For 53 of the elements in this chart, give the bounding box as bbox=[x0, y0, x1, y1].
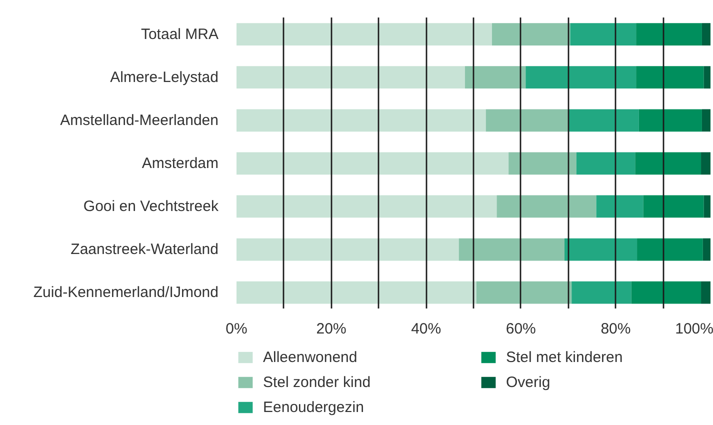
bar bbox=[236, 152, 509, 175]
bar bbox=[570, 23, 636, 46]
x-tick-label: 40% bbox=[411, 320, 442, 338]
legend-label: Alleenwonend bbox=[263, 348, 358, 367]
x-tick-label: 60% bbox=[506, 320, 536, 338]
bar bbox=[638, 109, 702, 132]
bar bbox=[464, 66, 526, 89]
bar bbox=[236, 195, 497, 218]
bar bbox=[236, 23, 492, 46]
y-tick-label: Amsterdam bbox=[142, 154, 219, 172]
bar bbox=[476, 281, 572, 304]
bar bbox=[702, 109, 710, 132]
bar bbox=[486, 109, 568, 132]
bar bbox=[596, 195, 644, 218]
bar bbox=[496, 195, 596, 218]
bar bbox=[704, 66, 710, 89]
bar bbox=[643, 195, 704, 218]
y-tick-label: Almere-Lelystad bbox=[110, 68, 219, 86]
x-tick-label: 80% bbox=[600, 320, 631, 338]
bar bbox=[492, 23, 570, 46]
bar bbox=[236, 281, 476, 304]
bar bbox=[701, 281, 710, 304]
legend-label: Eenoudergezin bbox=[263, 398, 364, 417]
bar bbox=[702, 238, 710, 261]
y-tick-label: Totaal MRA bbox=[140, 26, 219, 43]
y-tick-label: Gooi en Vechtstreek bbox=[83, 198, 219, 215]
bar bbox=[572, 281, 632, 304]
y-tick-label: Amstelland-Meerlanden bbox=[60, 112, 219, 129]
x-tick-label: 20% bbox=[316, 320, 346, 338]
x-tick-label: 0% bbox=[226, 320, 248, 338]
bar bbox=[702, 23, 710, 46]
bar bbox=[236, 238, 459, 261]
legend-label: Stel met kinderen bbox=[506, 348, 623, 367]
x-tick-label: 100% bbox=[675, 320, 713, 338]
legend-label: Stel zonder kind bbox=[263, 372, 371, 392]
bar bbox=[568, 109, 639, 132]
bar bbox=[637, 238, 703, 261]
bar bbox=[236, 109, 486, 132]
bar bbox=[631, 281, 702, 304]
y-tick-label: Zuid-Kennemerland/IJmond bbox=[33, 284, 219, 302]
y-tick-label: Zaanstreek-Waterland bbox=[70, 241, 219, 258]
bar bbox=[236, 66, 465, 89]
bar bbox=[701, 152, 710, 175]
bar bbox=[458, 238, 565, 261]
bar bbox=[526, 66, 636, 89]
bar bbox=[564, 238, 638, 261]
bar bbox=[636, 23, 702, 46]
legend-label: Overig bbox=[506, 372, 550, 392]
bar bbox=[635, 152, 702, 175]
bar bbox=[508, 152, 576, 175]
bar bbox=[704, 195, 710, 218]
bar bbox=[636, 66, 704, 89]
bar bbox=[576, 152, 636, 175]
